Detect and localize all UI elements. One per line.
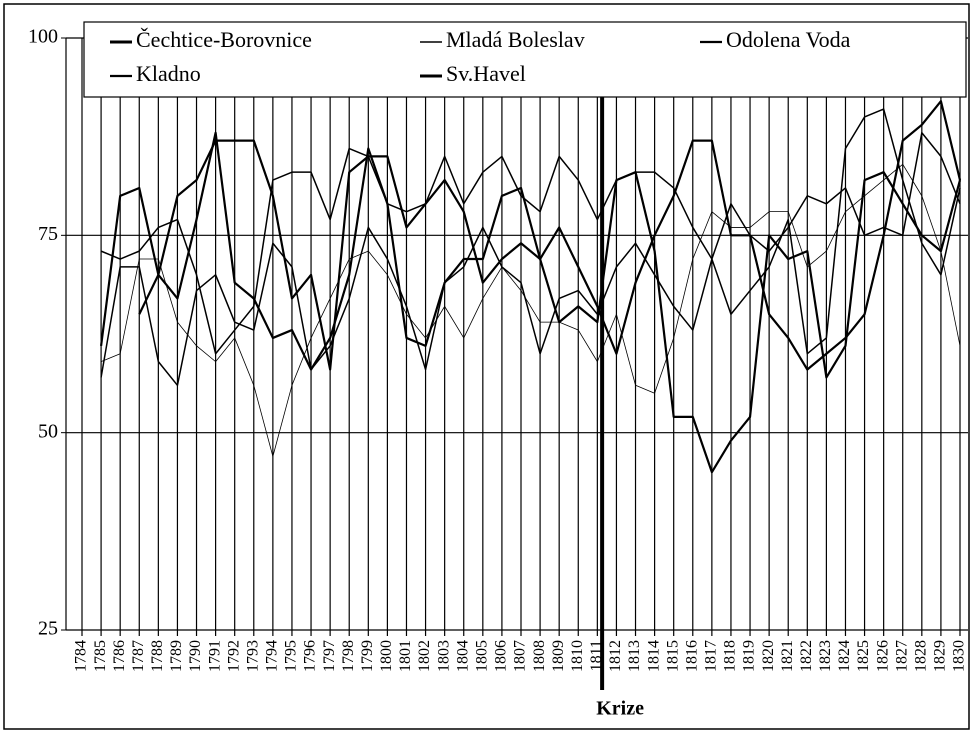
x-tick-label: 1813 [626,640,643,672]
line [100,108,961,387]
x-tick-label: 1829 [932,640,949,672]
x-tick-label: 1797 [321,640,338,672]
x-tick-label: 1794 [264,640,281,672]
annotation-text: Krize [596,698,644,720]
x-tick-label: 1786 [111,640,128,672]
legend-label: Čechtice-Borovnice [136,27,312,52]
legend-label: Kladno [136,61,201,86]
x-tick-label: 1787 [130,640,147,672]
y-tick-label: 100 [28,26,58,48]
x-tick-label: 1809 [550,640,567,672]
x-tick-label: 1798 [340,640,357,672]
x-tick-label: 1789 [168,640,185,672]
x-tick-label: 1815 [664,640,681,672]
x-tick-label: 1828 [912,640,929,672]
x-tick-label: 1812 [607,640,624,672]
y-tick-label: 75 [38,223,58,245]
legend-label: Sv.Havel [446,61,526,86]
line [100,131,961,355]
x-tick-label: 1820 [760,640,777,672]
frame [3,3,970,730]
legend [83,21,967,98]
x-tick-label: 1822 [798,640,815,672]
x-tick-label: 1804 [454,640,471,672]
x-tick-label: 1824 [836,640,853,672]
x-tick-label: 1785 [92,640,109,672]
x-tick-label: 1803 [435,640,452,672]
y-tick-label: 50 [38,420,58,442]
x-tick-label: 1823 [817,640,834,672]
x-tick-label: 1792 [225,640,242,672]
x-tick-label: 1800 [378,640,395,672]
x-tick-label: 1799 [359,640,376,672]
x-tick-label: 1826 [874,640,891,672]
x-tick-label: 1796 [302,640,319,672]
x-tick-label: 1830 [951,640,968,672]
line [138,100,962,371]
x-tick-label: 1791 [206,640,223,672]
line [99,131,962,474]
legend-label: Mladá Boleslav [446,27,585,52]
x-tick-label: 1825 [855,640,872,672]
x-tick-label: 1802 [416,640,433,672]
x-tick-label: 1819 [741,640,758,672]
x-tick-label: 1818 [722,640,739,672]
x-tick-label: 1810 [569,640,586,672]
x-tick-label: 1793 [244,640,261,672]
x-tick-label: 1827 [893,640,910,672]
legend-label: Odolena Voda [726,27,851,52]
y-tick-label: 25 [38,618,58,640]
line [100,163,961,457]
x-tick-label: 1808 [531,640,548,672]
x-tick-label: 1807 [512,640,529,672]
x-tick-label: 1814 [645,640,662,672]
x-tick-label: 1795 [283,640,300,672]
x-tick-label: 1816 [683,640,700,672]
x-tick-label: 1784 [73,640,90,672]
x-tick-label: 1790 [187,640,204,672]
x-tick-label: 1821 [779,640,796,672]
x-tick-label: 1806 [493,640,510,672]
x-tick-label: 1788 [149,640,166,672]
x-tick-label: 1805 [473,640,490,672]
x-tick-label: 1817 [703,640,720,672]
x-tick-label: 1801 [397,640,414,672]
